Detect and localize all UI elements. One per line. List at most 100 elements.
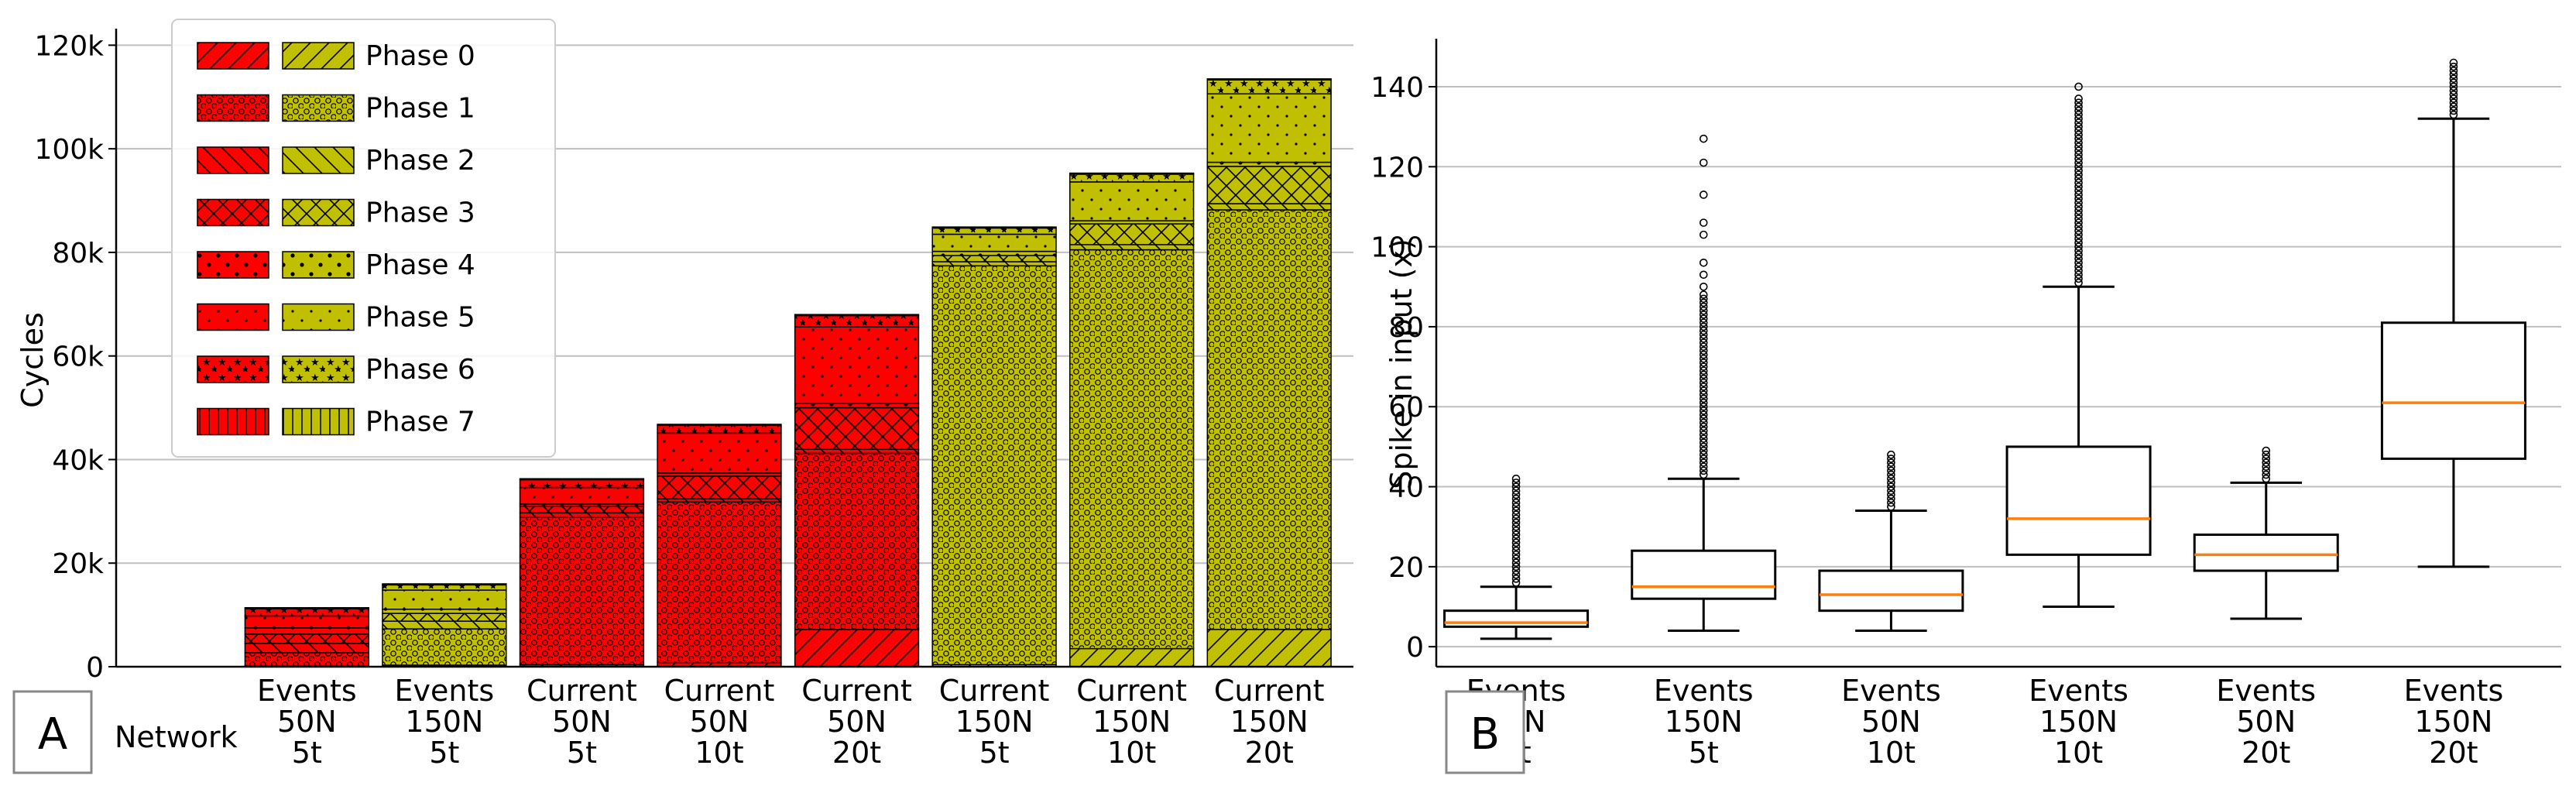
chart-b-y-tick-label: 60 — [1388, 392, 1424, 424]
chart-a-y-tick-label: 80k — [52, 238, 104, 269]
chart-a-bar-segment — [382, 609, 507, 614]
chart-b-outlier — [2074, 142, 2083, 151]
chart-b-outlier — [2074, 238, 2083, 247]
chart-a-legend-entry: Phase 0 — [365, 40, 475, 72]
chart-b-outlier — [2262, 446, 2271, 455]
chart-a-legend-swatch-events — [197, 251, 269, 279]
chart-b-outlier — [2074, 150, 2083, 160]
chart-b-outlier — [2074, 194, 2083, 203]
chart-b-outlier — [1699, 298, 1708, 307]
chart-b-outlier — [2074, 246, 2083, 256]
chart-b-x-tick-label: 50N — [1861, 705, 1921, 739]
chart-b-outlier — [2074, 98, 2083, 107]
chart-b-outlier — [1511, 562, 1521, 571]
chart-a-bar-segment — [1069, 181, 1195, 221]
chart-b-x-tick-label: 20t — [2242, 736, 2290, 770]
chart-b-outlier — [1511, 479, 1521, 487]
chart-b-outlier — [1511, 514, 1521, 523]
chart-a-legend-swatch-events — [197, 94, 269, 122]
chart-b-y-tick-label: 140 — [1370, 72, 1424, 104]
chart-b-iqr-box — [2193, 534, 2339, 572]
chart-b-outlier — [1511, 578, 1521, 587]
chart-b-outlier — [2074, 106, 2083, 115]
chart-b-outlier — [1699, 370, 1708, 379]
chart-b-outlier — [1887, 479, 1895, 487]
chart-b-outlier — [2074, 94, 2083, 103]
chart-b-outlier — [1511, 551, 1521, 559]
chart-a-y-axis-label: Cycles — [15, 312, 50, 408]
chart-a-bar-segment — [794, 326, 920, 404]
chart-a-legend-swatch-current — [282, 146, 355, 174]
chart-a-x-tick-label: Current — [801, 674, 912, 708]
chart-b-outlier — [2449, 82, 2458, 91]
chart-b-outlier — [2262, 462, 2271, 472]
chart-a-legend-swatch-current — [282, 42, 355, 70]
chart-b-outlier — [2449, 91, 2458, 99]
chart-b-outlier — [1699, 338, 1708, 347]
panel-a-label: A — [38, 709, 67, 760]
chart-b-outlier — [2074, 139, 2083, 147]
chart-b-x-tick-label: Events — [1654, 674, 1754, 708]
chart-b-outlier — [1887, 455, 1895, 463]
chart-b-outlier — [1699, 362, 1708, 371]
chart-b-outlier — [2074, 198, 2083, 208]
chart-a-legend-swatch-events — [197, 42, 269, 70]
chart-a-x-tick-label: Events — [257, 674, 357, 708]
chart-b-outlier — [1699, 302, 1708, 311]
chart-a-legend-swatch-current — [282, 303, 355, 331]
chart-a-legend-swatch-events — [197, 355, 269, 383]
chart-b-x-tick-label: 50N — [2236, 705, 2296, 739]
chart-b-outlier — [1699, 218, 1708, 227]
chart-a-legend-swatch-current — [282, 355, 355, 383]
chart-a-bar-segment — [931, 226, 1057, 229]
chart-a-x-tick-label: 50N — [552, 705, 612, 739]
chart-a-bar-segment — [657, 424, 782, 434]
chart-a-bar-segment — [519, 505, 645, 514]
chart-b-outlier — [2074, 166, 2083, 175]
chart-b-outlier — [1699, 294, 1708, 304]
chart-b-outlier — [2262, 466, 2271, 475]
chart-b-outlier — [2074, 190, 2083, 199]
chart-a-x-tick-label: 150N — [1092, 705, 1171, 739]
chart-a-bar-segment — [1206, 203, 1332, 211]
chart-b-y-ticks: 0 20 40 60 80 100 120 140 — [1370, 72, 1436, 664]
chart-a-legend-swatch-current — [282, 94, 355, 122]
chart-b-outlier — [1699, 134, 1708, 143]
chart-b-outlier — [2449, 106, 2458, 115]
chart-b-outlier — [2074, 263, 2083, 271]
chart-a-bar-segment — [1069, 647, 1195, 667]
chart-b-outlier — [2074, 182, 2083, 191]
chart-b-outlier — [2074, 158, 2083, 167]
chart-a-bar-segment — [244, 615, 369, 629]
chart-b-outlier — [1699, 311, 1708, 319]
chart-a-bar-segment — [382, 620, 507, 630]
chart-b-outlier — [2074, 242, 2083, 251]
chart-b-outlier — [1699, 354, 1708, 363]
chart-a-y-tick-label: 0 — [86, 652, 104, 684]
chart-b-outlier — [1699, 366, 1708, 376]
chart-b-gridlines — [1436, 85, 2561, 648]
chart-a-x-tick-label: 5t — [429, 736, 459, 770]
chart-b-outlier — [1511, 482, 1521, 491]
chart-b-outlier — [1699, 466, 1708, 475]
chart-b-box — [1443, 474, 1590, 640]
chart-a-legend-entry: Phase 3 — [365, 197, 475, 229]
chart-b-outlier — [1699, 306, 1708, 315]
chart-b-outlier — [1511, 542, 1521, 551]
chart-a-bar-segment — [1206, 629, 1332, 667]
chart-a-x-tick-label: Current — [1076, 674, 1187, 708]
chart-a-bars — [244, 78, 1332, 667]
chart-a-x-tick-label: Events — [395, 674, 495, 708]
chart-a-x-tick-label: 5t — [567, 736, 597, 770]
chart-a-bar-segment — [382, 583, 507, 586]
chart-b-outlier — [1511, 570, 1521, 579]
chart-b-outlier — [1699, 322, 1708, 331]
panel-b-label: B — [1470, 709, 1500, 760]
panel-a-label-box — [12, 690, 93, 774]
chart-b-outlier — [1511, 490, 1521, 499]
chart-b-x-tick-label: 20t — [2429, 736, 2478, 770]
chart-b-outlier — [2449, 62, 2458, 71]
chart-b-x-tick-label: Events — [2216, 674, 2316, 708]
chart-b-outlier — [2449, 102, 2458, 112]
